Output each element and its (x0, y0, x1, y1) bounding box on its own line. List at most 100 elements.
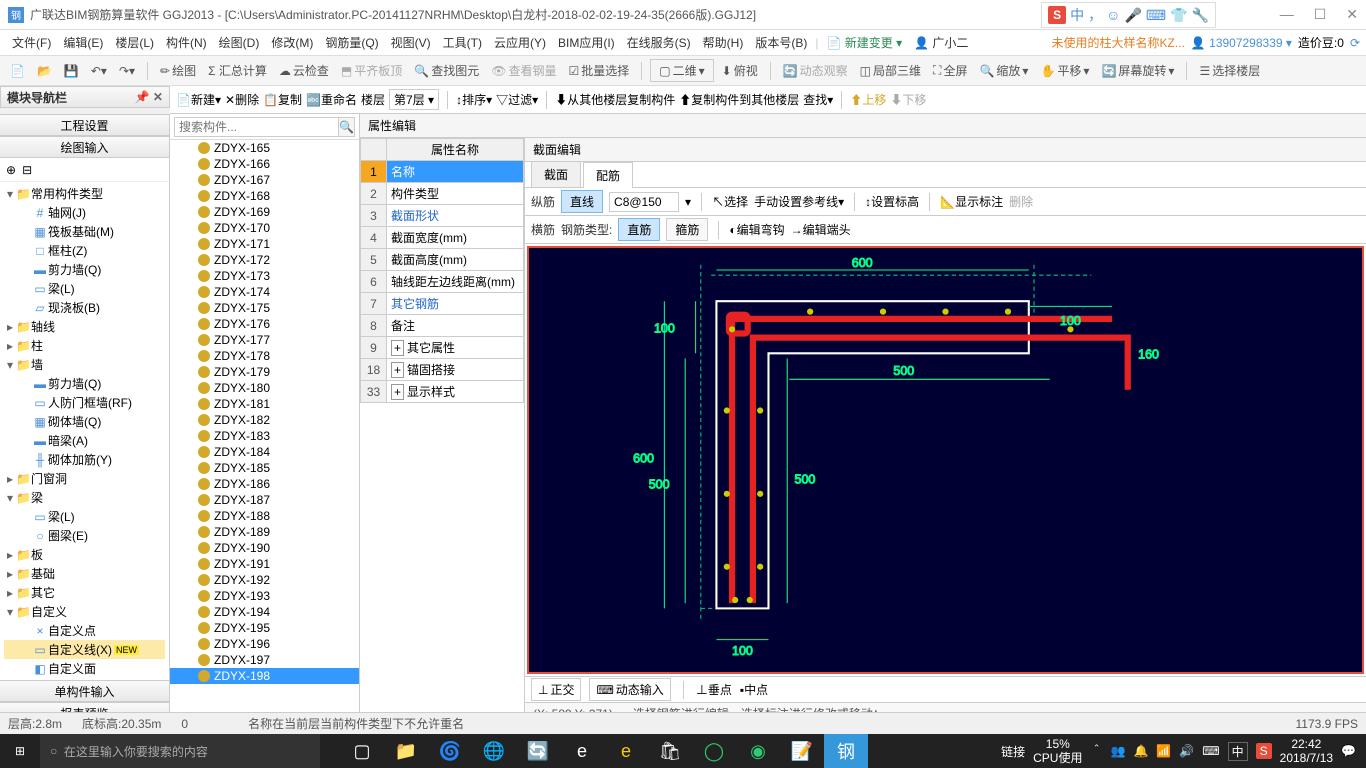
tree-node[interactable]: ▸📁 其它 (4, 583, 165, 602)
local3d-btn[interactable]: ◫局部三维 (856, 60, 925, 81)
tree-leaf[interactable]: ▭ 梁(L) (4, 507, 165, 526)
list-item[interactable]: ZDYX-175 (170, 300, 359, 316)
tray-clock[interactable]: 22:422018/7/13 (1280, 737, 1333, 766)
tree-leaf[interactable]: ▭ 自定义线(X)NEW (4, 640, 165, 659)
list-item[interactable]: ZDYX-192 (170, 572, 359, 588)
tray-link[interactable]: 链接 (1001, 743, 1025, 760)
menu-floor[interactable]: 楼层(L) (109, 34, 160, 51)
close-btn[interactable]: ✕ (1346, 6, 1358, 23)
app-current[interactable]: 钢 (824, 734, 868, 768)
tb2-floor-sel[interactable]: 第7层 ▾ (389, 89, 439, 110)
tray-net-icon[interactable]: 📶 (1156, 744, 1171, 758)
batch-sel-btn[interactable]: ☑批量选择 (564, 60, 633, 81)
list-item[interactable]: ZDYX-183 (170, 428, 359, 444)
list-item[interactable]: ZDYX-180 (170, 380, 359, 396)
list-item[interactable]: ZDYX-168 (170, 188, 359, 204)
menu-file[interactable]: 文件(F) (6, 34, 57, 51)
tb2-copyfrom[interactable]: ⬇从其他楼层复制构件 (555, 91, 675, 108)
search-btn[interactable]: 🔍 (339, 117, 355, 137)
list-item[interactable]: ZDYX-188 (170, 508, 359, 524)
app-ie[interactable]: e (604, 734, 648, 768)
tb2-copy[interactable]: 📋复制 (263, 91, 302, 108)
list-item[interactable]: ZDYX-172 (170, 252, 359, 268)
list-item[interactable]: ZDYX-196 (170, 636, 359, 652)
list-item[interactable]: ZDYX-167 (170, 172, 359, 188)
cloud-check-btn[interactable]: ☁云检查 (275, 60, 333, 81)
menu-tools[interactable]: 工具(T) (437, 34, 488, 51)
list-item[interactable]: ZDYX-185 (170, 460, 359, 476)
tree-leaf[interactable]: ▭ 人防门框墙(RF) (4, 393, 165, 412)
tray-bell-icon[interactable]: 🔔 (1133, 744, 1148, 758)
vert-snap[interactable]: ⊥垂点 (696, 681, 732, 698)
new-file-btn[interactable]: 📄 (6, 62, 29, 80)
view-rebar-btn[interactable]: 👁查看钢量 (487, 60, 560, 81)
menu-draw[interactable]: 绘图(D) (213, 34, 266, 51)
menu-help[interactable]: 帮助(H) (697, 34, 750, 51)
ortho-btn[interactable]: ⊥正交 (531, 678, 581, 701)
undo-btn[interactable]: ↶▾ (87, 62, 111, 80)
search-input[interactable] (174, 117, 339, 137)
section-single[interactable]: 单构件输入 (0, 680, 169, 702)
tb2-down[interactable]: ⬇下移 (890, 91, 926, 108)
tree-leaf[interactable]: ▬ 剪力墙(Q) (4, 260, 165, 279)
end-btn[interactable]: →编辑端头 (791, 221, 851, 238)
list-item[interactable]: ZDYX-166 (170, 156, 359, 172)
tree-leaf[interactable]: ╫ 砌体加筋(Y) (4, 450, 165, 469)
tray-up-icon[interactable]: ＾ (1090, 743, 1102, 760)
showdim-btn[interactable]: 📐显示标注 (940, 193, 1003, 210)
warning-text[interactable]: 未使用的柱大样名称KZ... (1052, 34, 1185, 51)
tree-leaf[interactable]: ▱ 现浇板(B) (4, 298, 165, 317)
tree-node[interactable]: ▾📁 墙 (4, 355, 165, 374)
nav-tree[interactable]: ▾📁 常用构件类型# 轴网(J)▦ 筏板基础(M)□ 框柱(Z)▬ 剪力墙(Q)… (0, 182, 169, 680)
pan-btn[interactable]: ✋平移▾ (1036, 60, 1093, 81)
tree-leaf[interactable]: × 自定义点 (4, 621, 165, 640)
list-item[interactable]: ZDYX-189 (170, 524, 359, 540)
line-btn[interactable]: 直线 (561, 190, 603, 213)
app-edge2[interactable]: e (560, 734, 604, 768)
new-change[interactable]: 📄 新建变更 ▾ (820, 34, 908, 51)
list-item[interactable]: ZDYX-179 (170, 364, 359, 380)
app-sync[interactable]: 🔄 (516, 734, 560, 768)
menu-modify[interactable]: 修改(M) (265, 34, 319, 51)
list-item[interactable]: ZDYX-165 (170, 140, 359, 156)
list-item[interactable]: ZDYX-171 (170, 236, 359, 252)
flat-btn[interactable]: ⬒平齐板顶 (337, 60, 406, 81)
tb2-up[interactable]: ⬆上移 (850, 91, 886, 108)
select-btn[interactable]: ↖选择 (712, 193, 748, 210)
tab-section[interactable]: 截面 (531, 161, 581, 187)
tree-leaf[interactable]: # 轴网(J) (4, 203, 165, 222)
property-grid[interactable]: 属性名称1名称2构件类型3截面形状4截面宽度(mm)5截面高度(mm)6轴线距左… (360, 138, 525, 724)
dyninput-btn[interactable]: ⌨动态输入 (589, 678, 670, 701)
tree-leaf[interactable]: □ 框柱(Z) (4, 241, 165, 260)
straight-btn[interactable]: 直筋 (618, 218, 660, 241)
section-canvas[interactable]: 600 100 160 500 100 600 500 500 100 (527, 246, 1364, 674)
list-item[interactable]: ZDYX-195 (170, 620, 359, 636)
list-item[interactable]: ZDYX-187 (170, 492, 359, 508)
find-elem-btn[interactable]: 🔍查找图元 (410, 60, 483, 81)
user-badge[interactable]: 👤 广小二 (908, 34, 974, 51)
tree-node[interactable]: ▸📁 板 (4, 545, 165, 564)
zoom-btn[interactable]: 🔍缩放▾ (975, 60, 1032, 81)
tray-notif-icon[interactable]: 💬 (1341, 744, 1356, 758)
app-o[interactable]: ◉ (736, 734, 780, 768)
dyn-view-btn[interactable]: 🔄动态观察 (779, 60, 852, 81)
tree-node[interactable]: ▸📁 门窗洞 (4, 469, 165, 488)
tray-ime[interactable]: 中 (1228, 742, 1248, 761)
list-item[interactable]: ZDYX-184 (170, 444, 359, 460)
tree-leaf[interactable]: ◧ 自定义面 (4, 659, 165, 678)
list-item[interactable]: ZDYX-193 (170, 588, 359, 604)
list-item[interactable]: ZDYX-170 (170, 220, 359, 236)
list-item[interactable]: ZDYX-182 (170, 412, 359, 428)
app-q[interactable]: ◯ (692, 734, 736, 768)
menu-rebar[interactable]: 钢筋量(Q) (319, 34, 384, 51)
menu-online[interactable]: 在线服务(S) (621, 34, 697, 51)
tb2-copyto[interactable]: ⬆复制构件到其他楼层 (679, 91, 799, 108)
tb2-filter[interactable]: ▽过滤▾ (496, 91, 538, 108)
tb2-sort[interactable]: ↕排序▾ (456, 91, 492, 108)
tree-leaf[interactable]: ▬ 暗梁(A) (4, 431, 165, 450)
taskbar-search[interactable]: ○ 在这里输入你要搜索的内容 (40, 734, 320, 768)
tb2-del[interactable]: ✕删除 (225, 91, 259, 108)
menu-cloud[interactable]: 云应用(Y) (488, 34, 552, 51)
fullscreen-btn[interactable]: ⛶全屏 (929, 60, 971, 81)
list-item[interactable]: ZDYX-181 (170, 396, 359, 412)
